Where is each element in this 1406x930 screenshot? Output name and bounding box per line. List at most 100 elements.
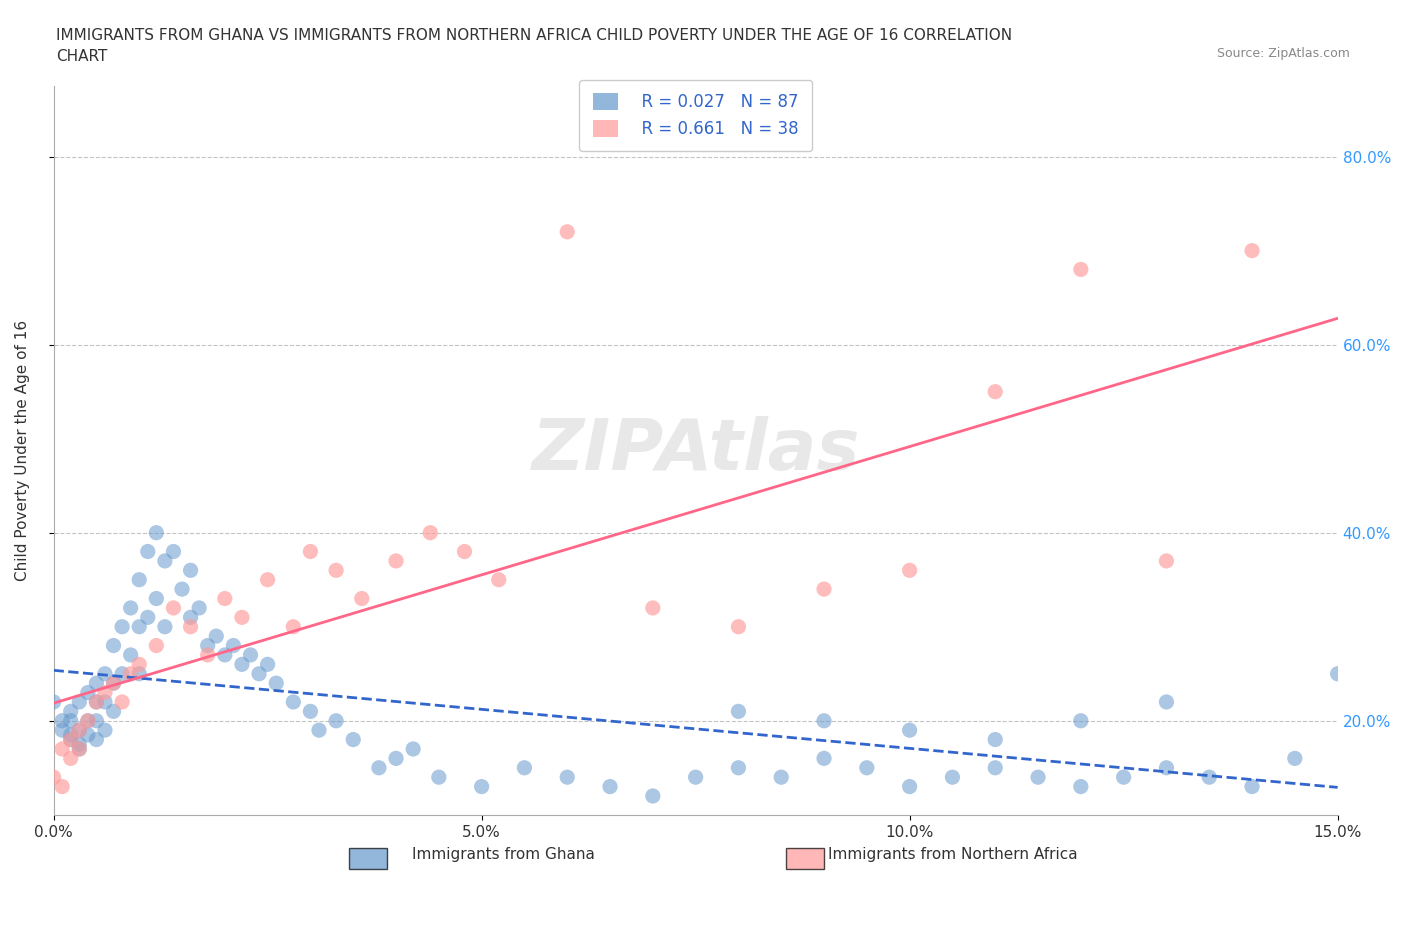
Point	[727, 761, 749, 776]
Point	[325, 713, 347, 728]
Point	[453, 544, 475, 559]
Point	[299, 544, 322, 559]
Point	[299, 704, 322, 719]
Point	[180, 563, 202, 578]
Point	[153, 619, 176, 634]
Point	[325, 563, 347, 578]
Y-axis label: Child Poverty Under the Age of 16: Child Poverty Under the Age of 16	[15, 320, 30, 581]
Point	[214, 647, 236, 662]
Point	[1240, 779, 1263, 794]
Point	[513, 761, 536, 776]
Point	[111, 619, 134, 634]
Point	[197, 647, 219, 662]
Point	[188, 601, 211, 616]
Point	[120, 601, 142, 616]
Point	[898, 779, 921, 794]
Point	[770, 770, 793, 785]
Point	[1070, 779, 1092, 794]
Point	[128, 572, 150, 587]
Point	[153, 553, 176, 568]
Point	[555, 224, 578, 239]
Point	[162, 601, 184, 616]
Point	[67, 695, 90, 710]
Point	[136, 610, 159, 625]
Point	[727, 619, 749, 634]
Point	[197, 638, 219, 653]
Point	[1070, 713, 1092, 728]
Point	[342, 732, 364, 747]
Point	[385, 751, 408, 765]
Point	[599, 779, 621, 794]
Point	[1326, 666, 1348, 681]
Point	[162, 544, 184, 559]
Point	[128, 666, 150, 681]
Point	[641, 789, 664, 804]
Point	[1198, 770, 1220, 785]
Point	[103, 676, 125, 691]
Point	[385, 553, 408, 568]
Point	[42, 770, 65, 785]
Text: ZIPAtlas: ZIPAtlas	[531, 416, 860, 485]
Point	[51, 741, 73, 756]
Point	[51, 713, 73, 728]
Point	[59, 704, 82, 719]
Text: Immigrants from Northern Africa: Immigrants from Northern Africa	[828, 846, 1077, 861]
Point	[86, 695, 108, 710]
Point	[231, 657, 253, 671]
Point	[727, 704, 749, 719]
Point	[1156, 761, 1178, 776]
Point	[283, 695, 305, 710]
Legend:   R = 0.027   N = 87,   R = 0.661   N = 38: R = 0.027 N = 87, R = 0.661 N = 38	[579, 80, 811, 152]
Point	[145, 638, 167, 653]
Point	[103, 676, 125, 691]
Point	[51, 779, 73, 794]
Point	[145, 591, 167, 606]
Point	[214, 591, 236, 606]
Point	[120, 647, 142, 662]
Point	[308, 723, 330, 737]
Point	[898, 723, 921, 737]
Point	[1156, 553, 1178, 568]
Point	[205, 629, 228, 644]
Point	[103, 638, 125, 653]
FancyBboxPatch shape	[349, 847, 388, 870]
Point	[67, 723, 90, 737]
Point	[94, 723, 117, 737]
Point	[898, 563, 921, 578]
Point	[231, 610, 253, 625]
Point	[59, 713, 82, 728]
Point	[111, 695, 134, 710]
Point	[94, 666, 117, 681]
Point	[350, 591, 373, 606]
Point	[402, 741, 425, 756]
Point	[180, 610, 202, 625]
Point	[67, 741, 90, 756]
Text: Source: ZipAtlas.com: Source: ZipAtlas.com	[1216, 46, 1350, 60]
Point	[94, 695, 117, 710]
Point	[59, 727, 82, 742]
Point	[488, 572, 510, 587]
Point	[1284, 751, 1306, 765]
Point	[76, 727, 98, 742]
Point	[86, 695, 108, 710]
Point	[427, 770, 450, 785]
Point	[856, 761, 879, 776]
Point	[59, 732, 82, 747]
Point	[685, 770, 707, 785]
Point	[145, 525, 167, 540]
Point	[86, 713, 108, 728]
Point	[67, 737, 90, 751]
Point	[67, 723, 90, 737]
Text: Immigrants from Ghana: Immigrants from Ghana	[412, 846, 595, 861]
Point	[128, 657, 150, 671]
Point	[42, 695, 65, 710]
Point	[59, 751, 82, 765]
Point	[984, 732, 1007, 747]
Point	[76, 713, 98, 728]
Point	[256, 572, 278, 587]
Point	[51, 723, 73, 737]
Point	[239, 647, 262, 662]
Point	[941, 770, 963, 785]
Point	[813, 713, 835, 728]
Point	[180, 619, 202, 634]
